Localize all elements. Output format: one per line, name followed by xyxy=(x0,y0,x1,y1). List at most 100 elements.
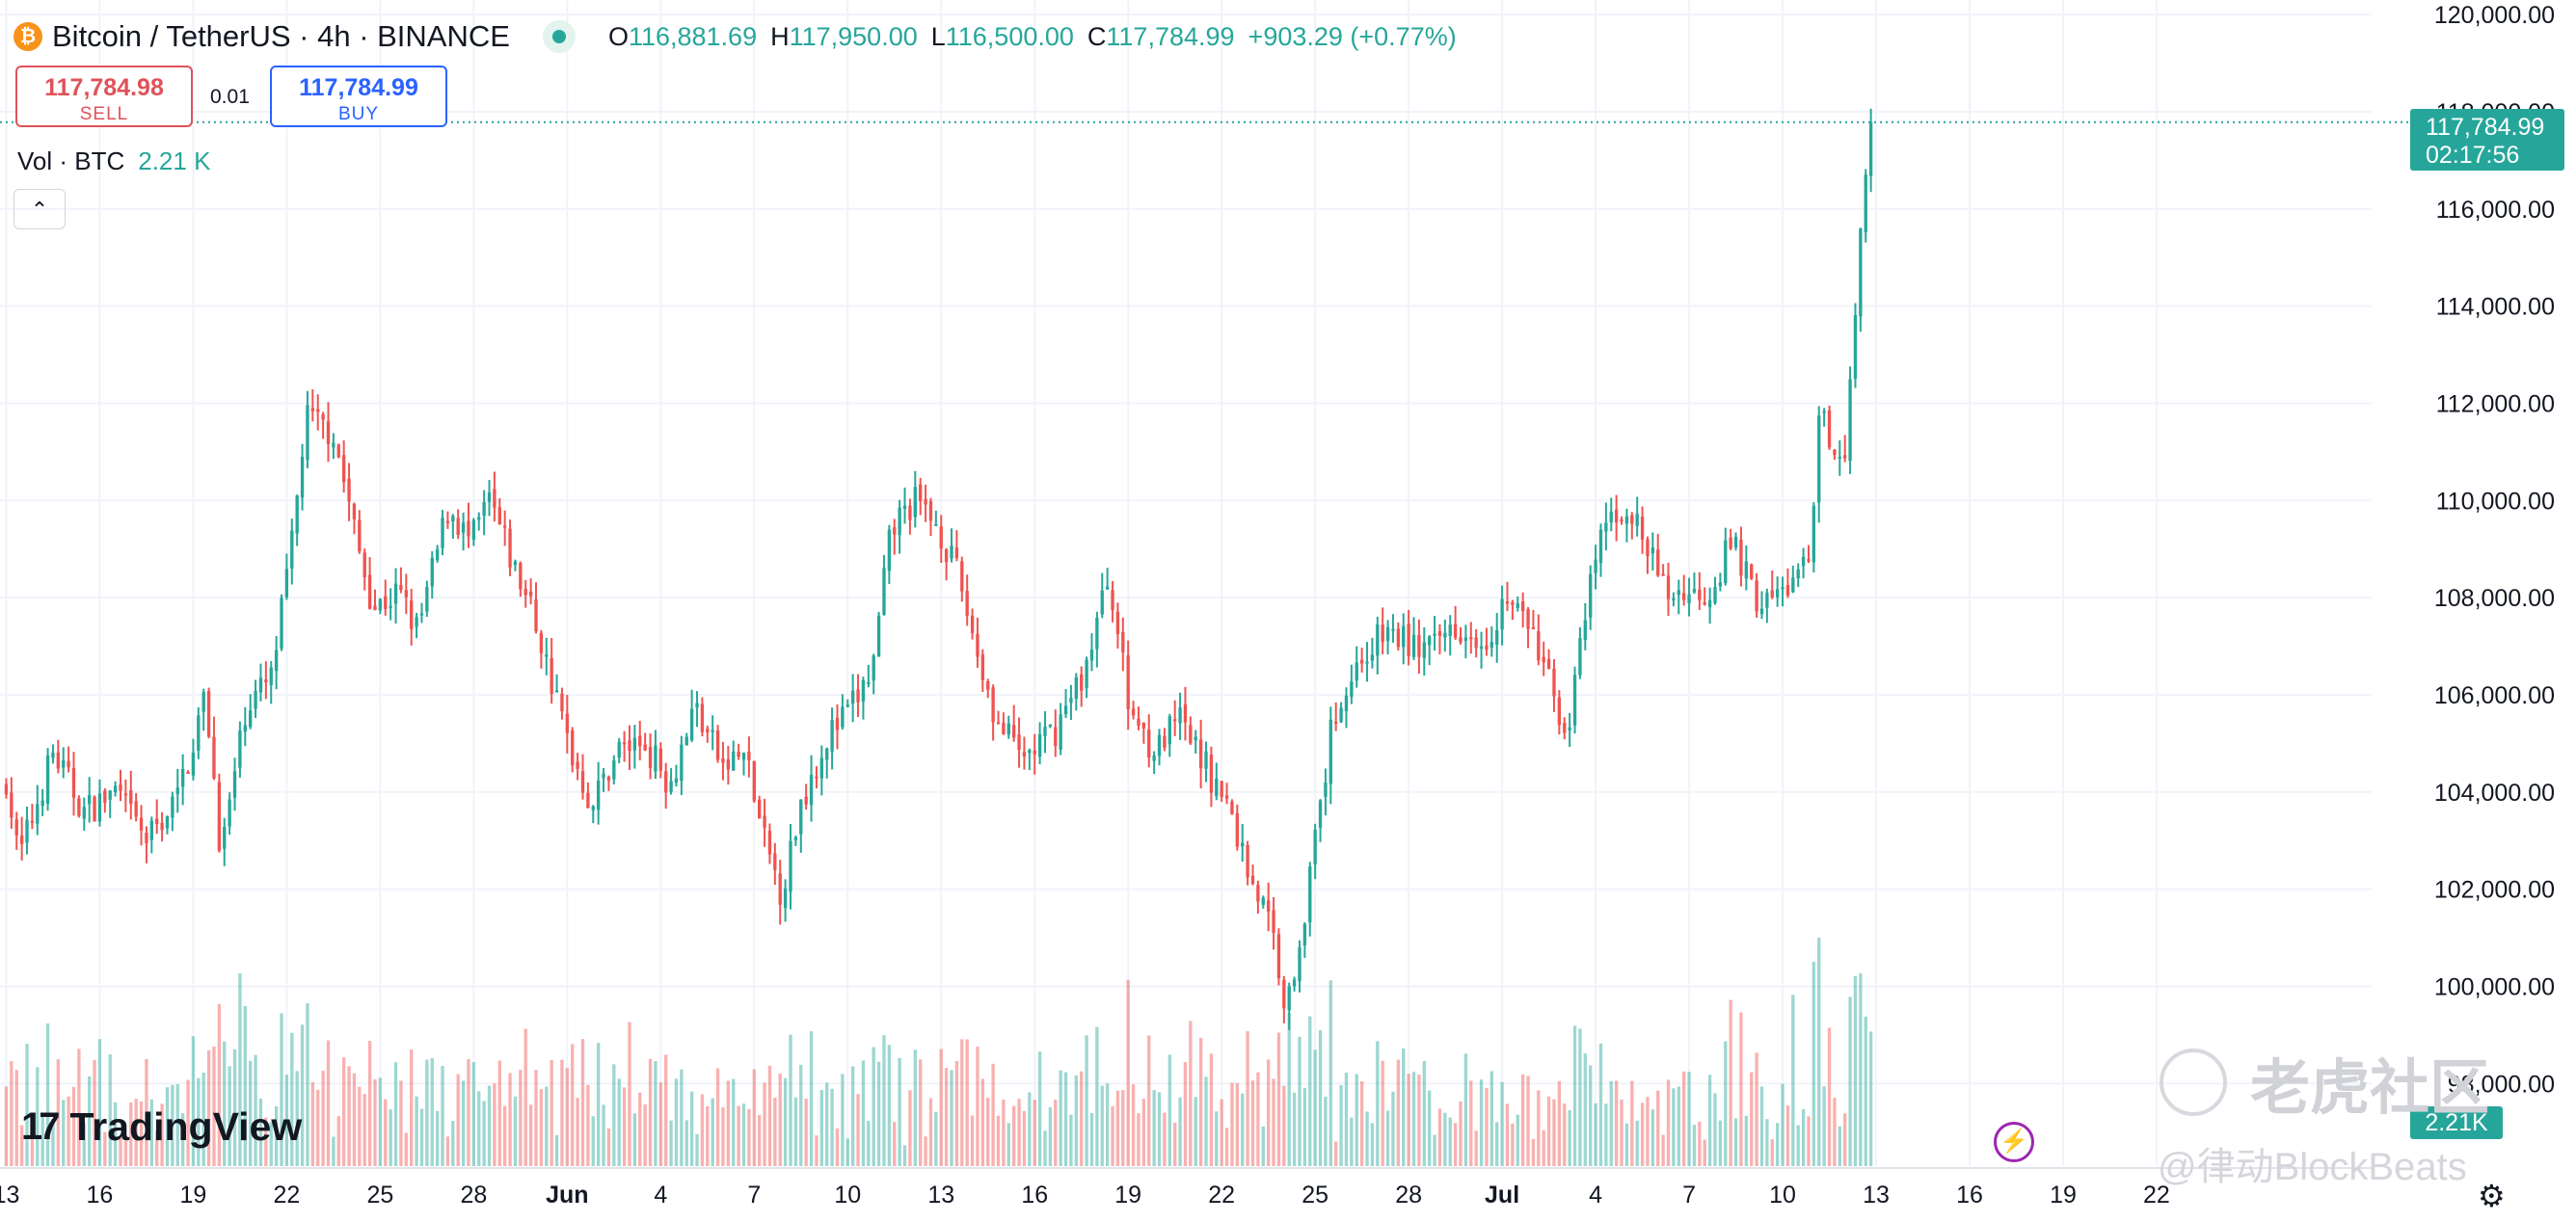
candle-body xyxy=(295,495,299,534)
volume-bar xyxy=(191,1036,196,1166)
volume-bar xyxy=(487,1085,492,1166)
candle-body xyxy=(206,691,211,737)
candle-body xyxy=(867,681,871,684)
volume-bar xyxy=(284,1075,289,1166)
volume-bar xyxy=(456,1074,460,1166)
volume-bar xyxy=(1131,1084,1136,1166)
volume-bar xyxy=(789,1034,792,1166)
volume-bar xyxy=(908,1090,912,1166)
volume-bar xyxy=(732,1078,736,1166)
candle-body xyxy=(565,713,570,733)
volume-bar xyxy=(56,1059,61,1166)
x-tick-label: 7 xyxy=(1682,1182,1696,1209)
candle-body xyxy=(1292,979,1297,987)
candle-body xyxy=(1724,540,1728,584)
candle-body xyxy=(825,748,829,760)
volume-bar xyxy=(576,1098,579,1166)
volume-bar xyxy=(1703,1139,1706,1166)
candle-body xyxy=(1609,511,1613,523)
candle-body xyxy=(1147,730,1151,757)
volume-bar xyxy=(1646,1097,1650,1166)
candle-body xyxy=(1542,656,1545,663)
volume-bar xyxy=(825,1082,829,1166)
candle-body xyxy=(612,759,616,780)
volume-bar xyxy=(71,1086,76,1166)
volume-bar xyxy=(1089,1112,1094,1166)
candle-body xyxy=(1827,410,1832,448)
candle-body xyxy=(389,605,392,608)
candle-body xyxy=(1224,795,1229,799)
candle-body xyxy=(1381,624,1384,643)
candle-body xyxy=(269,667,273,685)
candle-body xyxy=(362,552,366,578)
volume-bar xyxy=(1157,1092,1162,1166)
volume-bar xyxy=(36,1067,40,1166)
x-tick-label: 19 xyxy=(180,1182,207,1209)
candle-body xyxy=(97,793,102,822)
candle-body xyxy=(1448,624,1452,637)
tradingview-logo[interactable]: 17 TradingView xyxy=(21,1104,302,1150)
candle-body xyxy=(1028,750,1032,754)
candle-body xyxy=(1194,736,1197,741)
candle-body xyxy=(217,782,222,851)
candle-body xyxy=(545,654,549,657)
symbol-title[interactable]: Bitcoin / TetherUS · 4h · BINANCE xyxy=(52,19,510,53)
volume-bar xyxy=(1298,1036,1301,1166)
volume-bar xyxy=(1282,1085,1286,1166)
candle-body xyxy=(1011,725,1016,738)
volume-bar xyxy=(274,1105,279,1166)
volume-bar xyxy=(1250,1080,1255,1166)
gear-icon[interactable]: ⚙ xyxy=(2478,1179,2506,1213)
volume-bar xyxy=(872,1047,875,1166)
buy-button[interactable]: 117,784.99 BUY xyxy=(270,66,447,127)
sell-button[interactable]: 117,784.98 SELL xyxy=(15,66,193,127)
collapse-legend-button[interactable]: ⌃ xyxy=(13,189,66,229)
candle-body xyxy=(1744,561,1748,579)
candle-body xyxy=(280,598,283,650)
lightning-icon[interactable]: ⚡ xyxy=(1994,1122,2034,1162)
candle-body xyxy=(1838,456,1841,459)
candle-body xyxy=(1516,602,1519,608)
candle-body xyxy=(695,703,699,708)
candle-body xyxy=(737,751,740,757)
candle-body xyxy=(980,654,985,680)
volume-bar xyxy=(1194,1097,1197,1166)
candle-body xyxy=(399,585,403,591)
volume-bar xyxy=(1344,1072,1349,1166)
candle-body xyxy=(1376,624,1380,656)
candle-body xyxy=(1807,559,1811,562)
candle-body xyxy=(638,735,642,747)
volume-bar xyxy=(1059,1070,1062,1166)
y-tick-label: 106,000.00 xyxy=(2434,682,2555,709)
candle-body xyxy=(326,421,331,444)
volume-bar xyxy=(1848,996,1852,1166)
candle-body xyxy=(300,456,305,498)
candle-body xyxy=(1630,515,1634,524)
candle-body xyxy=(1256,885,1260,902)
candle-body xyxy=(1635,514,1639,526)
candle-body xyxy=(1298,947,1301,982)
volume-bar xyxy=(378,1077,383,1166)
candle-body xyxy=(841,706,845,728)
volume-legend-label: Vol · BTC xyxy=(17,146,125,175)
candle-body xyxy=(62,759,66,768)
candle-body xyxy=(1531,627,1536,630)
volume-bar xyxy=(622,1087,627,1166)
volume-bar xyxy=(819,1089,823,1166)
market-status-icon[interactable] xyxy=(542,20,576,53)
volume-bar xyxy=(393,1062,398,1166)
candle-body xyxy=(1578,638,1582,676)
candle-body xyxy=(1759,608,1764,615)
volume-bar xyxy=(1220,1099,1223,1166)
volume-bar xyxy=(1838,1126,1841,1166)
volume-bar xyxy=(809,1031,814,1166)
volume-bar xyxy=(700,1094,705,1166)
x-tick-label: 28 xyxy=(460,1182,487,1209)
volume-bar xyxy=(1801,1108,1806,1166)
volume-legend[interactable]: Vol · BTC 2.21 K xyxy=(17,146,210,176)
candle-body xyxy=(1459,637,1462,643)
x-tick-label: 10 xyxy=(1769,1182,1796,1209)
candle-body xyxy=(1474,637,1478,649)
candle-body xyxy=(804,796,808,805)
